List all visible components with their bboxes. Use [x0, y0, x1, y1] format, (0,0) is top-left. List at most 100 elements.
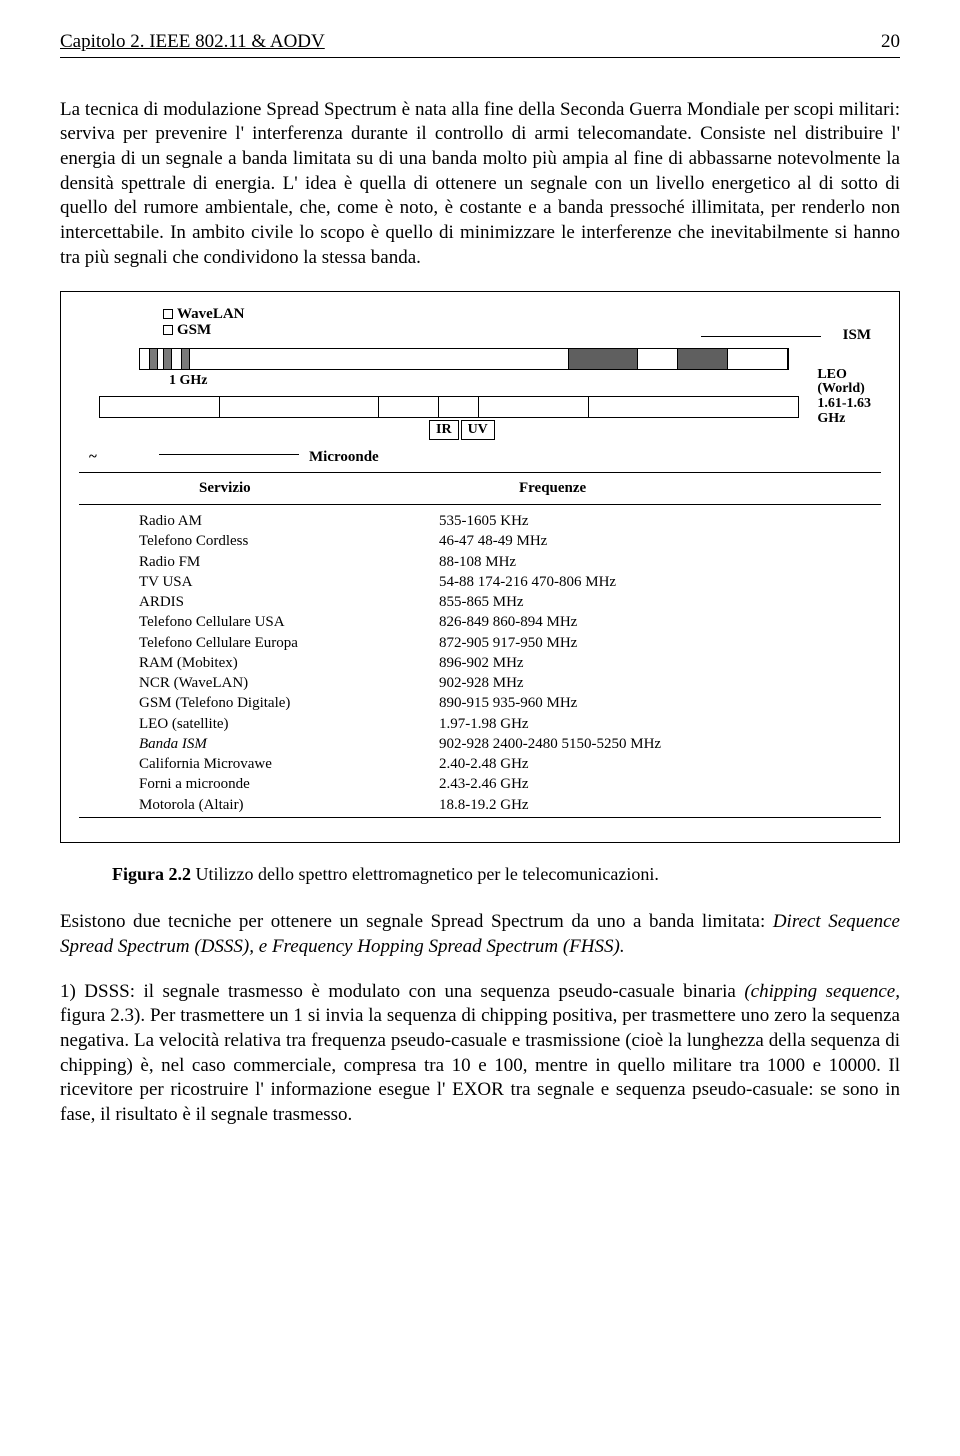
spectrum-segment: [728, 349, 788, 369]
para3-c: figura 2.3). Per trasmettere un 1 si inv…: [60, 1005, 900, 1125]
table-header: Servizio Frequenze: [79, 479, 881, 503]
table-row: Forni a microonde2.43-2.46 GHz: [139, 774, 881, 794]
spectrum-segment: [182, 349, 190, 369]
cell-freq: 890-915 935-960 MHz: [439, 693, 577, 713]
wavelan-label: WaveLAN: [177, 306, 245, 323]
spectrum-bar-main: [99, 396, 799, 418]
para2-a: Esistono due tecniche per ottenere un se…: [60, 911, 773, 932]
uv-label: UV: [461, 420, 495, 440]
figure-caption: Figura 2.2 Utilizzo dello spettro elettr…: [112, 863, 900, 886]
spectrum-segment: [479, 397, 589, 417]
caption-bold: Figura 2.2: [112, 864, 191, 884]
col-frequenze: Frequenze: [519, 479, 586, 499]
para3-a: 1) DSSS: il segnale trasmesso è modulato…: [60, 981, 744, 1002]
cell-freq: 902-928 2400-2480 5150-5250 MHz: [439, 734, 661, 754]
tilde-mark: ~: [89, 448, 97, 468]
table-row: Radio AM535-1605 KHz: [139, 511, 881, 531]
table-rule-bottom: [79, 817, 881, 818]
spectrum-segment: [190, 349, 569, 369]
cell-service: RAM (Mobitex): [139, 653, 439, 673]
leo-world: (World): [817, 382, 871, 397]
table-row: Telefono Cellulare Europa872-905 917-950…: [139, 633, 881, 653]
table-row: Telefono Cellulare USA826-849 860-894 MH…: [139, 612, 881, 632]
microonde-leader: [159, 454, 299, 455]
paragraph-3: 1) DSSS: il segnale trasmesso è modulato…: [60, 980, 900, 1128]
cell-freq: 88-108 MHz: [439, 552, 516, 572]
ir-label: IR: [429, 420, 459, 440]
table-row: ARDIS855-865 MHz: [139, 592, 881, 612]
spectrum-segment: [379, 397, 439, 417]
spectrum-segment: [220, 397, 380, 417]
cell-freq: 18.8-19.2 GHz: [439, 795, 529, 815]
cell-freq: 872-905 917-950 MHz: [439, 633, 577, 653]
cell-service: Banda ISM: [139, 734, 439, 754]
page-header: Capitolo 2. IEEE 802.11 & AODV 20: [60, 30, 900, 55]
cell-freq: 535-1605 KHz: [439, 511, 529, 531]
table-row: TV USA54-88 174-216 470-806 MHz: [139, 572, 881, 592]
cell-freq: 2.43-2.46 GHz: [439, 774, 529, 794]
cell-service: GSM (Telefono Digitale): [139, 693, 439, 713]
cell-freq: 46-47 48-49 MHz: [439, 531, 547, 551]
cell-freq: 826-849 860-894 MHz: [439, 612, 577, 632]
spectrum-segment: [100, 397, 220, 417]
tick-icon: [163, 309, 173, 319]
leo-label: LEO: [817, 368, 871, 383]
leo-label-block: LEO (World) 1.61-1.63 GHz: [817, 368, 871, 427]
table-row: Motorola (Altair)18.8-19.2 GHz: [139, 795, 881, 815]
header-left: Capitolo 2. IEEE 802.11 & AODV: [60, 30, 325, 55]
spectrum-segment: [589, 397, 798, 417]
cell-service: Forni a microonde: [139, 774, 439, 794]
spectrum-segment: [172, 349, 182, 369]
para3-italic: (chipping sequence,: [744, 981, 900, 1002]
cell-service: Telefono Cordless: [139, 531, 439, 551]
top-band-labels: WaveLAN GSM: [163, 306, 245, 339]
leo-range: 1.61-1.63: [817, 397, 871, 412]
ghz-label: 1 GHz: [169, 372, 208, 390]
cell-service: Motorola (Altair): [139, 795, 439, 815]
frequency-table: Servizio Frequenze Radio AM535-1605 KHzT…: [79, 472, 881, 818]
table-row: NCR (WaveLAN)902-928 MHz: [139, 673, 881, 693]
table-row: Banda ISM902-928 2400-2480 5150-5250 MHz: [139, 734, 881, 754]
table-rule-mid: [79, 504, 881, 505]
cell-service: Telefono Cellulare Europa: [139, 633, 439, 653]
table-row: Telefono Cordless46-47 48-49 MHz: [139, 531, 881, 551]
cell-freq: 2.40-2.48 GHz: [439, 754, 529, 774]
gsm-label: GSM: [177, 322, 211, 339]
table-row: California Microvawe2.40-2.48 GHz: [139, 754, 881, 774]
spectrum-bar-zoom: [139, 348, 789, 370]
spectrum-segment: [140, 349, 150, 369]
tick-icon: [163, 325, 173, 335]
leo-unit: GHz: [817, 412, 871, 427]
table-row: Radio FM88-108 MHz: [139, 552, 881, 572]
cell-service: NCR (WaveLAN): [139, 673, 439, 693]
cell-freq: 902-928 MHz: [439, 673, 524, 693]
header-page-number: 20: [881, 30, 900, 55]
cell-service: ARDIS: [139, 592, 439, 612]
cell-freq: 855-865 MHz: [439, 592, 524, 612]
spectrum-segment: [678, 349, 728, 369]
ir-uv-block: IRUV: [429, 420, 497, 440]
ism-label: ISM: [843, 326, 871, 346]
table-rule-top: [79, 472, 881, 473]
ism-leader-line: [701, 336, 821, 337]
table-row: RAM (Mobitex)896-902 MHz: [139, 653, 881, 673]
cell-service: Radio FM: [139, 552, 439, 572]
cell-service: California Microvawe: [139, 754, 439, 774]
cell-freq: 54-88 174-216 470-806 MHz: [439, 572, 616, 592]
cell-service: LEO (satellite): [139, 714, 439, 734]
spectrum-segment: [164, 349, 172, 369]
spectrum-segment: [569, 349, 639, 369]
spectrum-segment: [150, 349, 158, 369]
caption-text: Utilizzo dello spettro elettromagnetico …: [191, 864, 659, 884]
header-rule: [60, 57, 900, 58]
cell-freq: 896-902 MHz: [439, 653, 524, 673]
table-row: LEO (satellite)1.97-1.98 GHz: [139, 714, 881, 734]
cell-service: TV USA: [139, 572, 439, 592]
paragraph-1: La tecnica di modulazione Spread Spectru…: [60, 98, 900, 271]
cell-service: Radio AM: [139, 511, 439, 531]
figure-2-2: WaveLAN GSM ISM 1 GHz LEO (World) 1.61-1…: [60, 291, 900, 843]
cell-service: Telefono Cellulare USA: [139, 612, 439, 632]
spectrum-segment: [439, 397, 479, 417]
spectrum-segment: [638, 349, 678, 369]
paragraph-2: Esistono due tecniche per ottenere un se…: [60, 910, 900, 959]
